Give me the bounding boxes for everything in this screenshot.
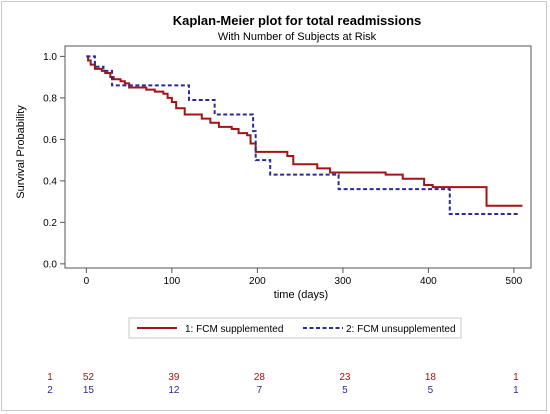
x-tick-label: 500	[506, 276, 523, 287]
at-risk-count: 1	[513, 385, 519, 396]
x-tick-label: 100	[164, 276, 181, 287]
legend-box	[128, 317, 462, 339]
at-risk-table: 1 52 39 28 23 18 12 15 12 7 5 5 1	[47, 372, 519, 396]
legend-label-2: 2: FCM unsupplemented	[346, 324, 456, 335]
chart-subtitle: With Number of Subjects at Risk	[218, 31, 377, 43]
chart-title: Kaplan-Meier plot for total readmissions	[173, 13, 422, 28]
legend: 1: FCM supplemented 2: FCM unsupplemented	[128, 317, 462, 339]
at-risk-row-label: 1	[47, 372, 53, 383]
at-risk-count: 7	[257, 385, 263, 396]
at-risk-count: 12	[168, 385, 180, 396]
y-tick-label: 0.2	[43, 218, 57, 229]
at-risk-count: 23	[339, 372, 351, 383]
at-risk-count: 5	[342, 385, 348, 396]
legend-label-1: 1: FCM supplemented	[185, 324, 283, 335]
x-tick-label: 400	[420, 276, 437, 287]
y-tick-label: 0.4	[43, 176, 57, 187]
at-risk-count: 28	[254, 372, 266, 383]
y-tick-label: 0.8	[43, 93, 57, 104]
y-tick-label: 1.0	[43, 52, 57, 63]
y-axis-label: Survival Probability	[15, 105, 27, 199]
x-tick-label: 300	[335, 276, 352, 287]
x-tick-label: 0	[84, 276, 90, 287]
series-line-1	[86, 55, 523, 207]
y-tick-label: 0.0	[43, 259, 57, 270]
y-tick-label: 0.6	[43, 135, 57, 146]
at-risk-count: 18	[425, 372, 437, 383]
series-line-2	[86, 55, 519, 216]
at-risk-row-label: 2	[47, 385, 53, 396]
at-risk-count: 15	[83, 385, 95, 396]
at-risk-count: 1	[513, 372, 519, 383]
at-risk-count: 39	[168, 372, 180, 383]
at-risk-count: 5	[428, 385, 434, 396]
at-risk-count: 52	[83, 372, 95, 383]
x-axis-label: time (days)	[274, 289, 328, 301]
x-tick-label: 200	[249, 276, 266, 287]
plot-area	[64, 45, 532, 269]
